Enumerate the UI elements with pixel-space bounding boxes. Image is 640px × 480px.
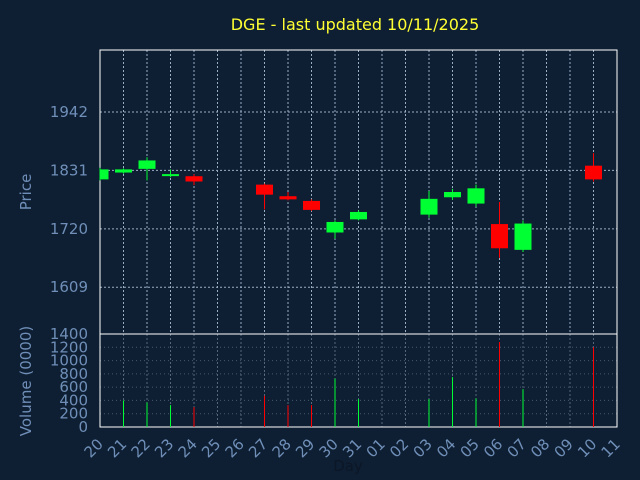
candle-body: [467, 188, 485, 204]
volume-tick-label: 600: [59, 378, 88, 396]
volume-tick-label: 400: [59, 391, 88, 409]
volume-axis-label: Volume (0000): [17, 326, 35, 436]
chart-title: DGE - last updated 10/11/2025: [231, 15, 480, 34]
candle-body: [326, 221, 344, 233]
volume-tick-label: 0: [78, 418, 88, 436]
volume-tick-label: 1200: [50, 338, 88, 356]
x-tick-label: 02: [386, 435, 412, 461]
candle-body: [115, 169, 132, 173]
price-tick-label: 1720: [50, 220, 88, 238]
candle-body: [256, 184, 273, 195]
x-tick-label: 24: [175, 435, 201, 461]
x-tick-label: 11: [598, 435, 624, 461]
candle-body: [491, 224, 508, 249]
candle-body: [162, 174, 179, 177]
candle-body: [585, 165, 602, 180]
x-tick-label: 10: [574, 435, 600, 461]
candle-body: [444, 192, 461, 198]
x-tick-label: 21: [104, 435, 130, 461]
x-tick-label: 22: [128, 435, 154, 461]
x-tick-label: 28: [269, 435, 295, 461]
x-tick-label: 03: [410, 435, 436, 461]
volume-tick-label: 1400: [50, 325, 88, 343]
x-axis-label: Day: [333, 457, 363, 475]
x-tick-label: 29: [292, 435, 318, 461]
candle-body: [100, 169, 109, 180]
x-tick-label: 20: [81, 435, 107, 461]
price-tick-label: 1831: [50, 161, 88, 179]
x-tick-label: 06: [480, 435, 506, 461]
x-tick-label: 08: [527, 435, 553, 461]
price-tick-label: 1609: [50, 278, 88, 296]
x-tick-label: 07: [504, 435, 530, 461]
x-tick-label: 09: [551, 435, 577, 461]
x-tick-label: 04: [433, 435, 459, 461]
candle-body: [138, 160, 156, 169]
x-tick-label: 26: [222, 435, 248, 461]
x-tick-label: 27: [245, 435, 271, 461]
volume-tick-label: 1000: [50, 352, 88, 370]
x-tick-label: 05: [457, 435, 483, 461]
candle-body: [514, 223, 532, 250]
x-tick-label: 01: [363, 435, 389, 461]
candle-body: [279, 196, 297, 200]
price-tick-label: 1942: [50, 103, 88, 121]
price-axis-label: Price: [17, 174, 35, 211]
candle-body: [303, 200, 320, 210]
volume-tick-label: 800: [59, 365, 88, 383]
x-tick-label: 23: [151, 435, 177, 461]
volume-tick-label: 200: [59, 405, 88, 423]
candle-body: [185, 176, 203, 182]
candle-body: [420, 198, 438, 215]
candle-body: [350, 211, 367, 220]
x-tick-label: 25: [198, 435, 224, 461]
